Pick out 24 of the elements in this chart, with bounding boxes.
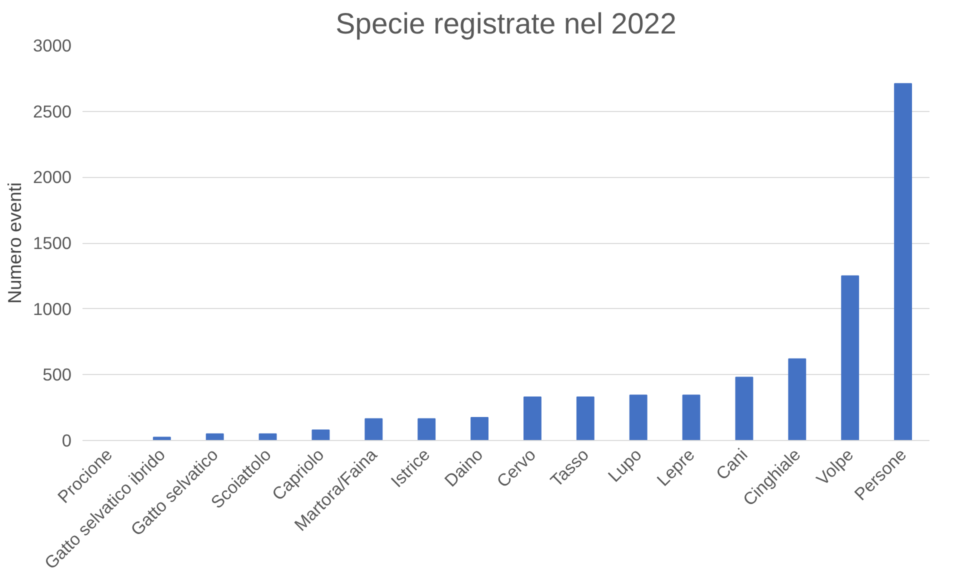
bar — [524, 396, 542, 440]
bar — [418, 418, 436, 440]
bar — [788, 358, 806, 440]
y-tick-label: 0 — [62, 430, 72, 450]
bar — [841, 275, 860, 440]
bar — [470, 416, 488, 440]
y-tick-label: 1500 — [32, 233, 72, 253]
bar — [258, 433, 277, 440]
bar — [152, 436, 171, 440]
chart-title: Specie registrate nel 2022 — [336, 8, 676, 40]
y-tick-label: 2000 — [32, 167, 72, 188]
y-axis-title: Numero eventi — [4, 182, 25, 304]
bar — [312, 429, 330, 440]
bar — [735, 376, 754, 440]
bar — [682, 394, 700, 440]
bar — [576, 396, 594, 440]
y-tick-label: 2500 — [32, 101, 72, 122]
y-tick-label: 500 — [42, 364, 72, 385]
bar — [364, 418, 383, 440]
y-tick-label: 3000 — [32, 36, 72, 56]
bar — [629, 394, 648, 440]
y-tick-label: 1000 — [32, 298, 72, 319]
bar — [206, 433, 224, 440]
bar — [894, 83, 912, 440]
